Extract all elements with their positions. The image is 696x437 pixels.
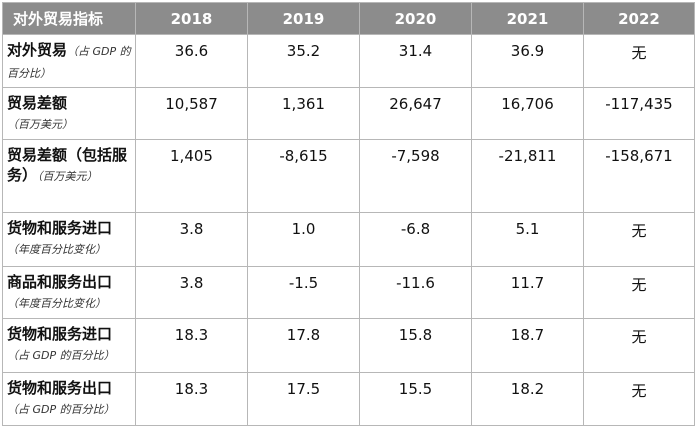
- table-cell: -11.6: [359, 266, 472, 319]
- table-cell: -6.8: [359, 212, 472, 267]
- table-cell: 35.2: [247, 34, 360, 88]
- table-cell: 15.5: [359, 372, 472, 426]
- table-row: 商品和服务出口 （年度百分比变化） 3.8 -1.5 -11.6 11.7 无: [2, 266, 695, 319]
- row-label: 贸易差额 （百万美元）: [2, 87, 136, 140]
- table-cell: 无: [583, 372, 695, 426]
- header-year: 2021: [471, 2, 584, 35]
- table-cell: 18.7: [471, 318, 584, 373]
- header-year: 2018: [135, 2, 248, 35]
- table-cell: 无: [583, 34, 695, 88]
- table-cell: -117,435: [583, 87, 695, 140]
- row-label-note: （百万美元）: [7, 118, 73, 131]
- table-cell: 1,405: [135, 139, 248, 213]
- table-cell: 16,706: [471, 87, 584, 140]
- table-cell: -1.5: [247, 266, 360, 319]
- row-label: 贸易差额（包括服务）（百万美元）: [2, 139, 136, 213]
- table-cell: -21,811: [471, 139, 584, 213]
- table-cell: 36.6: [135, 34, 248, 88]
- row-label-note: （年度百分比变化）: [7, 243, 106, 256]
- table-cell: -158,671: [583, 139, 695, 213]
- table-cell: 无: [583, 266, 695, 319]
- header-indicator: 对外贸易指标: [2, 2, 136, 35]
- row-label-note: （百万美元）: [37, 170, 98, 183]
- table-cell: 无: [583, 318, 695, 373]
- row-label: 对外贸易（占 GDP 的百分比）: [2, 34, 136, 88]
- table-row: 贸易差额（包括服务）（百万美元） 1,405 -8,615 -7,598 -21…: [2, 139, 695, 213]
- table-cell: 17.5: [247, 372, 360, 426]
- table-cell: 5.1: [471, 212, 584, 267]
- table-row: 货物和服务出口（占 GDP 的百分比） 18.3 17.5 15.5 18.2 …: [2, 372, 695, 426]
- table-cell: 1.0: [247, 212, 360, 267]
- table-cell: 31.4: [359, 34, 472, 88]
- table-row: 货物和服务进口（占 GDP 的百分比） 18.3 17.8 15.8 18.7 …: [2, 318, 695, 373]
- foreign-trade-table: 对外贸易指标 2018 2019 2020 2021 2022 对外贸易（占 G…: [2, 2, 695, 426]
- table-cell: 3.8: [135, 212, 248, 267]
- header-row: 对外贸易指标 2018 2019 2020 2021 2022: [2, 2, 695, 35]
- header-year: 2020: [359, 2, 472, 35]
- table-row: 对外贸易（占 GDP 的百分比） 36.6 35.2 31.4 36.9 无: [2, 34, 695, 88]
- row-label-main: 货物和服务出口: [7, 379, 113, 397]
- table-cell: 36.9: [471, 34, 584, 88]
- table-row: 货物和服务进口 （年度百分比变化） 3.8 1.0 -6.8 5.1 无: [2, 212, 695, 267]
- table-row: 贸易差额 （百万美元） 10,587 1,361 26,647 16,706 -1…: [2, 87, 695, 140]
- table-cell: 15.8: [359, 318, 472, 373]
- row-label-note: （年度百分比变化）: [7, 297, 106, 310]
- row-label: 货物和服务出口 （占 GDP 的百分比）: [2, 372, 136, 426]
- row-label: 货物和服务进口 （占 GDP 的百分比）: [2, 318, 136, 373]
- table-cell: 18.2: [471, 372, 584, 426]
- row-label: 商品和服务出口 （年度百分比变化）: [2, 266, 136, 319]
- header-year: 2019: [247, 2, 360, 35]
- row-label-main: 贸易差额: [7, 94, 68, 112]
- table-cell: 无: [583, 212, 695, 267]
- row-label-note: （占 GDP 的百分比）: [7, 45, 131, 80]
- row-label-note: （占 GDP 的百分比）: [7, 349, 115, 362]
- table-cell: -8,615: [247, 139, 360, 213]
- row-label-main: 货物和服务进口: [7, 325, 113, 343]
- table-cell: 11.7: [471, 266, 584, 319]
- table-cell: 1,361: [247, 87, 360, 140]
- table-cell: 10,587: [135, 87, 248, 140]
- row-label: 货物和服务进口 （年度百分比变化）: [2, 212, 136, 267]
- row-label-main: 贸易差额（包括服务）: [7, 146, 128, 184]
- row-label-note: （占 GDP 的百分比）: [7, 403, 115, 416]
- table-cell: 18.3: [135, 372, 248, 426]
- table-cell: -7,598: [359, 139, 472, 213]
- table-cell: 17.8: [247, 318, 360, 373]
- row-label-main: 商品和服务出口: [7, 273, 113, 291]
- table-cell: 18.3: [135, 318, 248, 373]
- table-cell: 26,647: [359, 87, 472, 140]
- table-cell: 3.8: [135, 266, 248, 319]
- row-label-main: 货物和服务进口: [7, 219, 113, 237]
- header-year: 2022: [583, 2, 695, 35]
- row-label-main: 对外贸易: [7, 41, 68, 59]
